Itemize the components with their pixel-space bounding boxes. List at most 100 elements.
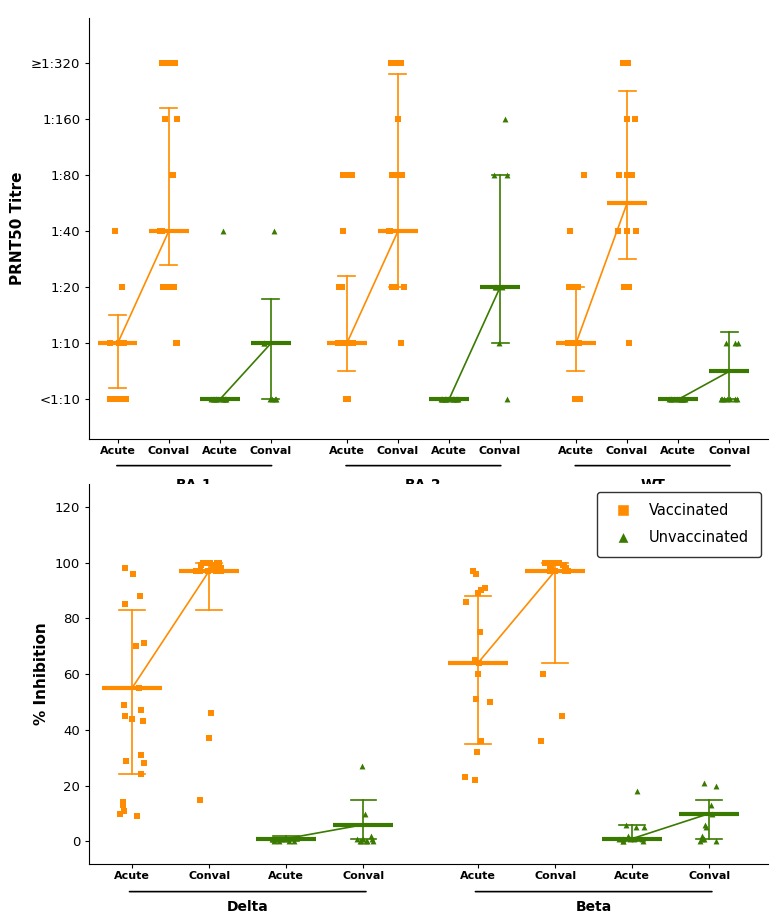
Point (130, 639, 142, 654)
Point (275, 832, 287, 846)
Point (115, 392, 127, 407)
Point (340, 392, 352, 407)
Point (213, 558, 226, 572)
Point (383, 224, 395, 239)
Point (495, 280, 508, 294)
Point (390, 56, 403, 70)
Point (729, 392, 742, 407)
Point (120, 392, 132, 407)
Point (629, 224, 642, 239)
Point (114, 336, 126, 351)
Point (268, 392, 281, 407)
Point (668, 392, 681, 407)
Point (109, 392, 122, 407)
Point (215, 561, 227, 576)
Point (110, 392, 123, 407)
Point (354, 834, 366, 849)
Point (562, 336, 574, 351)
Point (557, 558, 570, 572)
Y-axis label: PRNT50 Titre: PRNT50 Titre (10, 172, 26, 285)
Point (675, 392, 688, 407)
Point (388, 56, 400, 70)
Text: Delta: Delta (227, 900, 268, 914)
Point (119, 561, 131, 576)
Point (573, 336, 585, 351)
Point (438, 392, 451, 407)
Point (197, 555, 210, 569)
Point (120, 753, 132, 768)
Point (386, 280, 398, 294)
Point (156, 56, 168, 70)
Point (539, 555, 551, 569)
Point (676, 392, 688, 407)
Point (440, 392, 452, 407)
Point (391, 168, 404, 183)
Point (558, 558, 570, 572)
Point (167, 168, 179, 183)
Point (619, 817, 632, 832)
Point (359, 834, 372, 849)
Point (563, 224, 576, 239)
Point (351, 832, 363, 846)
Point (118, 392, 130, 407)
Point (217, 224, 229, 239)
Point (267, 832, 279, 846)
Point (698, 832, 710, 846)
Point (360, 834, 372, 849)
Point (341, 168, 354, 183)
Point (365, 832, 378, 846)
Point (197, 555, 210, 569)
Point (535, 734, 548, 749)
Point (385, 56, 397, 70)
Point (618, 56, 630, 70)
Point (168, 280, 180, 294)
Point (355, 759, 368, 773)
Point (670, 392, 683, 407)
Point (731, 336, 743, 351)
Text: WT: WT (640, 478, 665, 492)
Point (622, 280, 635, 294)
Point (622, 56, 635, 70)
Text: BA.2: BA.2 (405, 478, 442, 492)
Point (710, 834, 722, 849)
Point (543, 564, 556, 579)
Point (170, 336, 182, 351)
Point (279, 832, 292, 846)
Point (207, 392, 220, 407)
Point (620, 56, 632, 70)
Point (116, 392, 129, 407)
Point (266, 832, 279, 846)
Point (267, 832, 279, 846)
Point (347, 336, 359, 351)
Point (488, 168, 501, 183)
Point (475, 583, 487, 598)
Point (215, 564, 227, 579)
Point (282, 834, 295, 849)
Point (631, 784, 643, 799)
Point (705, 798, 717, 813)
Point (568, 336, 580, 351)
Point (336, 280, 348, 294)
Point (501, 392, 514, 407)
Text: BA.1: BA.1 (176, 478, 213, 492)
Point (162, 56, 175, 70)
Point (131, 809, 144, 824)
Point (137, 714, 149, 728)
Point (621, 224, 633, 239)
Point (287, 834, 300, 849)
Point (162, 56, 175, 70)
Point (171, 112, 184, 126)
Point (194, 792, 206, 807)
Point (473, 655, 485, 670)
Point (208, 392, 220, 407)
Point (258, 336, 271, 351)
Point (447, 392, 459, 407)
Point (570, 336, 582, 351)
Legend: Vaccinated, Unvaccinated: Vaccinated, Unvaccinated (597, 492, 761, 557)
Point (448, 392, 460, 407)
Point (475, 734, 487, 749)
Point (710, 779, 722, 793)
Point (617, 832, 629, 846)
Point (472, 586, 484, 600)
Point (613, 832, 625, 846)
